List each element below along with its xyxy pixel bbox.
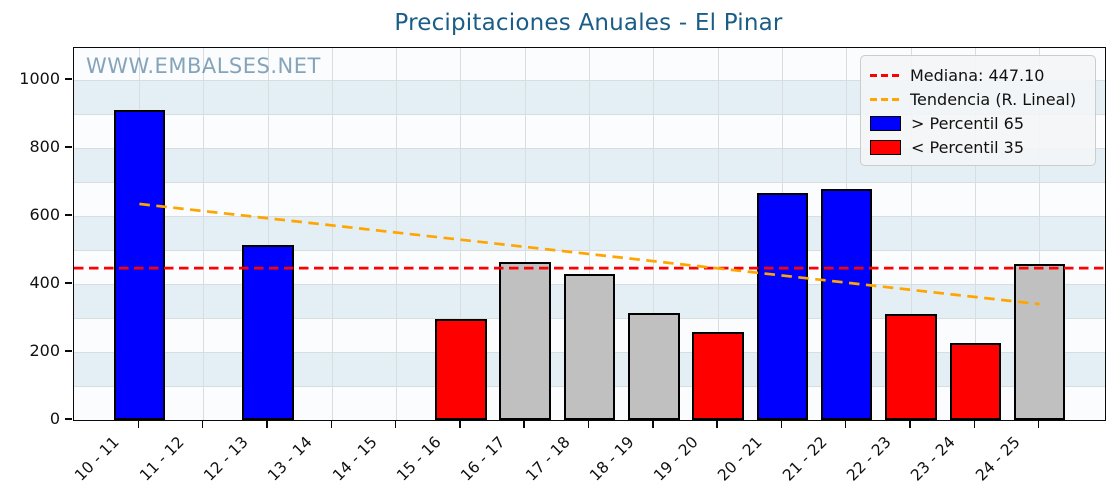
y-tick-label: 800 bbox=[29, 137, 60, 157]
vertical-gridline bbox=[974, 48, 976, 420]
y-tick-mark bbox=[65, 78, 72, 81]
vertical-gridline bbox=[910, 48, 912, 420]
x-tick-label: 10 - 11 bbox=[71, 433, 124, 485]
y-tick-mark bbox=[65, 282, 72, 284]
legend-high-label: > Percentil 65 bbox=[911, 113, 1025, 133]
x-tick-mark bbox=[587, 421, 590, 428]
legend-low-label: < Percentil 35 bbox=[911, 137, 1025, 157]
x-tick-label: 20 - 21 bbox=[714, 433, 767, 485]
vertical-gridline bbox=[1039, 48, 1041, 420]
plot-area: WWW.EMBALSES.NET Mediana: 447.10 Tendenc… bbox=[73, 47, 1106, 421]
vertical-gridline bbox=[460, 48, 462, 420]
x-tick-label: 22 - 23 bbox=[843, 433, 895, 485]
y-tick-label: 0 bbox=[49, 409, 60, 428]
watermark: WWW.EMBALSES.NET bbox=[86, 54, 321, 78]
x-tick-mark bbox=[973, 421, 976, 428]
vertical-gridline bbox=[524, 48, 526, 420]
x-tick-mark bbox=[780, 421, 783, 428]
x-tick-label: 21 - 22 bbox=[778, 433, 831, 485]
vertical-gridline bbox=[396, 48, 398, 420]
bar-19-20 bbox=[692, 332, 744, 420]
trend-dashed-line-swatch bbox=[870, 97, 900, 101]
percentil-65-swatch bbox=[870, 115, 901, 131]
bar-22-23 bbox=[885, 313, 937, 420]
median-dashed-line-swatch bbox=[870, 73, 900, 77]
legend-median-label: Mediana: 447.10 bbox=[910, 65, 1045, 85]
bar-18-19 bbox=[628, 312, 680, 420]
bar-20-21 bbox=[756, 192, 809, 420]
x-tick-mark bbox=[266, 421, 268, 428]
y-tick-label: 400 bbox=[29, 273, 60, 293]
legend-item-median: Mediana: 447.10 bbox=[870, 63, 1086, 87]
y-tick-mark bbox=[65, 146, 72, 148]
x-tick-label: 16 - 17 bbox=[457, 433, 509, 485]
bar-17-18 bbox=[563, 273, 616, 420]
x-tick-label: 15 - 16 bbox=[393, 433, 445, 485]
x-tick-mark bbox=[523, 421, 525, 428]
percentil-35-swatch bbox=[870, 139, 901, 155]
y-tick-label: 600 bbox=[29, 205, 60, 225]
x-tick-label: 14 - 15 bbox=[328, 433, 381, 485]
legend-item-high: > Percentil 65 bbox=[870, 111, 1086, 135]
bar-12-13 bbox=[242, 245, 294, 420]
y-tick-mark bbox=[65, 350, 72, 352]
x-tick-mark bbox=[330, 421, 333, 428]
legend-item-trend: Tendencia (R. Lineal) bbox=[870, 87, 1086, 111]
legend-item-low: < Percentil 35 bbox=[870, 135, 1086, 159]
bar-21-22 bbox=[820, 188, 873, 420]
x-tick-mark bbox=[459, 421, 461, 428]
y-tick-mark bbox=[65, 214, 72, 216]
x-tick-label: 13 - 14 bbox=[264, 433, 317, 485]
legend-trend-label: Tendencia (R. Lineal) bbox=[910, 89, 1077, 109]
x-tick-mark bbox=[1037, 421, 1040, 428]
bar-10-11 bbox=[113, 110, 166, 420]
y-tick-label: 200 bbox=[29, 341, 60, 361]
x-tick-label: 17 - 18 bbox=[521, 433, 574, 485]
bar-16-17 bbox=[499, 261, 551, 420]
reference-lines bbox=[74, 202, 1105, 306]
chart-title: Precipitaciones Anuales - El Pinar bbox=[394, 10, 783, 36]
x-tick-label: 23 - 24 bbox=[907, 433, 960, 485]
x-tick-mark bbox=[137, 421, 140, 428]
x-tick-label: 18 - 19 bbox=[585, 433, 638, 485]
vertical-gridline bbox=[203, 48, 205, 420]
bar-24-25 bbox=[1013, 264, 1066, 420]
x-tick-mark bbox=[716, 421, 718, 428]
x-tick-label: 11 - 12 bbox=[135, 433, 188, 485]
legend: Mediana: 447.10 Tendencia (R. Lineal) > … bbox=[860, 55, 1096, 166]
vertical-gridline bbox=[717, 48, 719, 420]
x-tick-mark bbox=[909, 421, 911, 428]
bar-15-16 bbox=[435, 319, 487, 420]
trend-line bbox=[139, 202, 1040, 306]
x-tick-mark bbox=[201, 421, 204, 428]
y-tick-label: 1000 bbox=[19, 69, 60, 89]
x-tick-mark bbox=[394, 421, 397, 428]
bar-23-24 bbox=[949, 343, 1002, 420]
vertical-gridline bbox=[267, 48, 269, 420]
y-tick-mark bbox=[65, 418, 72, 420]
x-tick-mark bbox=[652, 421, 654, 428]
x-tick-label: 12 - 13 bbox=[200, 433, 252, 485]
vertical-gridline bbox=[653, 48, 655, 420]
vertical-gridline bbox=[589, 48, 590, 420]
x-tick-label: 24 - 25 bbox=[971, 433, 1024, 485]
x-tick-label: 19 - 20 bbox=[650, 433, 702, 485]
vertical-gridline bbox=[331, 48, 333, 420]
x-tick-mark bbox=[844, 421, 847, 428]
